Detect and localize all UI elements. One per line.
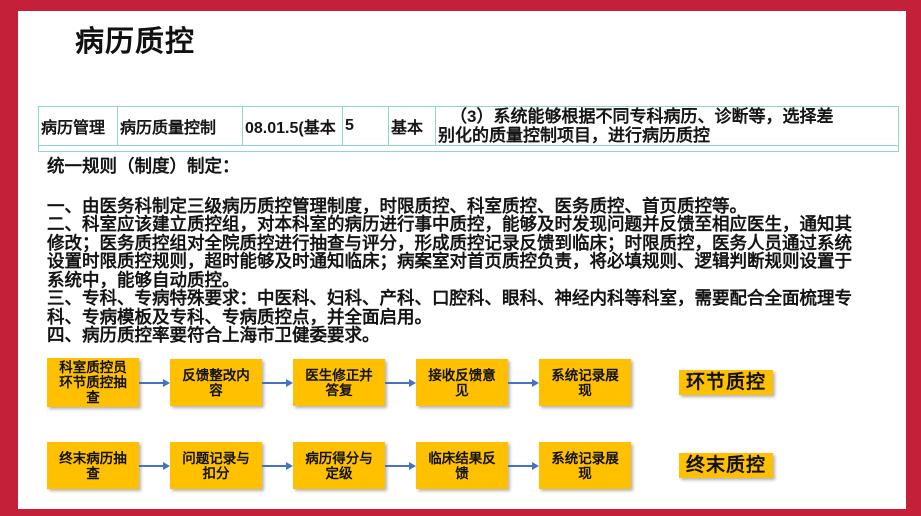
arrow-right-icon: [262, 378, 293, 387]
page-title: 病历质控: [75, 26, 196, 58]
arrow-right-icon: [385, 378, 416, 387]
requirement-table: 病历管理 病历质量控制 08.01.5(基本 5 基本 （3）系统能够根据不同专…: [38, 106, 899, 152]
arrow-right-icon: [262, 461, 293, 470]
rule-item-1: 一、由医务科制定三级病历质控管理制度，时限质控、科室质控、医务质控、首页质控等。: [47, 195, 747, 216]
arrow-right-icon: [139, 378, 170, 387]
flow-final-qc: 终末病历抽查 问题记录与扣分 病历得分与定级 临床结果反馈 系统记录展现 终末质…: [47, 442, 774, 489]
flow-step: 医生修正并答复: [293, 359, 385, 406]
flow-step: 科室质控员环节质控抽查: [47, 358, 139, 407]
table-empty-cell: [38, 145, 899, 152]
table-cell-level: 基本: [388, 106, 436, 146]
flow-ongoing-qc: 科室质控员环节质控抽查 反馈整改内容 医生修正并答复 接收反馈意见 系统记录展现…: [47, 358, 774, 407]
rule-item-4: 四、病历质控率要符合上海市卫健委要求。: [47, 325, 380, 345]
flow-label-final-qc: 终末质控: [679, 453, 774, 478]
table-cell-category: 病历管理: [38, 106, 118, 146]
flow-step: 系统记录展现: [539, 442, 631, 489]
arrow-right-icon: [508, 378, 539, 387]
rule-item-3: 三、专科、专病特殊要求：中医科、妇科、产科、口腔科、眼科、神经内科等科室，需要配…: [47, 288, 852, 327]
rules-heading: 统一规则（制度）制定：: [47, 156, 240, 176]
flow-step: 问题记录与扣分: [170, 442, 262, 489]
table-cell-score: 5: [342, 106, 389, 146]
arrow-right-icon: [139, 461, 170, 470]
table-cell-code: 08.01.5(基本: [242, 106, 343, 146]
flow-step: 病历得分与定级: [293, 442, 385, 489]
arrow-right-icon: [508, 461, 539, 470]
flow-label-ongoing-qc: 环节质控: [679, 370, 774, 395]
flow-step: 终末病历抽查: [47, 442, 139, 489]
table-cell-item: 病历质量控制: [117, 106, 243, 146]
flow-step: 反馈整改内容: [170, 359, 262, 406]
rules-section: 统一规则（制度）制定： 一、由医务科制定三级病历质控管理制度，时限质控、科室质控…: [47, 157, 867, 345]
table-cell-description: （3）系统能够根据不同专科病历、诊断等，选择差别化的质量控制项目，进行病历质控: [435, 106, 899, 146]
flow-step: 临床结果反馈: [416, 442, 508, 489]
table-row: 病历管理 病历质量控制 08.01.5(基本 5 基本 （3）系统能够根据不同专…: [38, 106, 899, 146]
flow-step: 系统记录展现: [539, 359, 631, 406]
flow-step: 接收反馈意见: [416, 359, 508, 406]
arrow-right-icon: [385, 461, 416, 470]
rule-item-2: 二、科室应该建立质控组，对本科室的病历进行事中质控，能够及时发现问题并反馈至相应…: [47, 214, 852, 290]
table-row-empty: [38, 145, 899, 152]
